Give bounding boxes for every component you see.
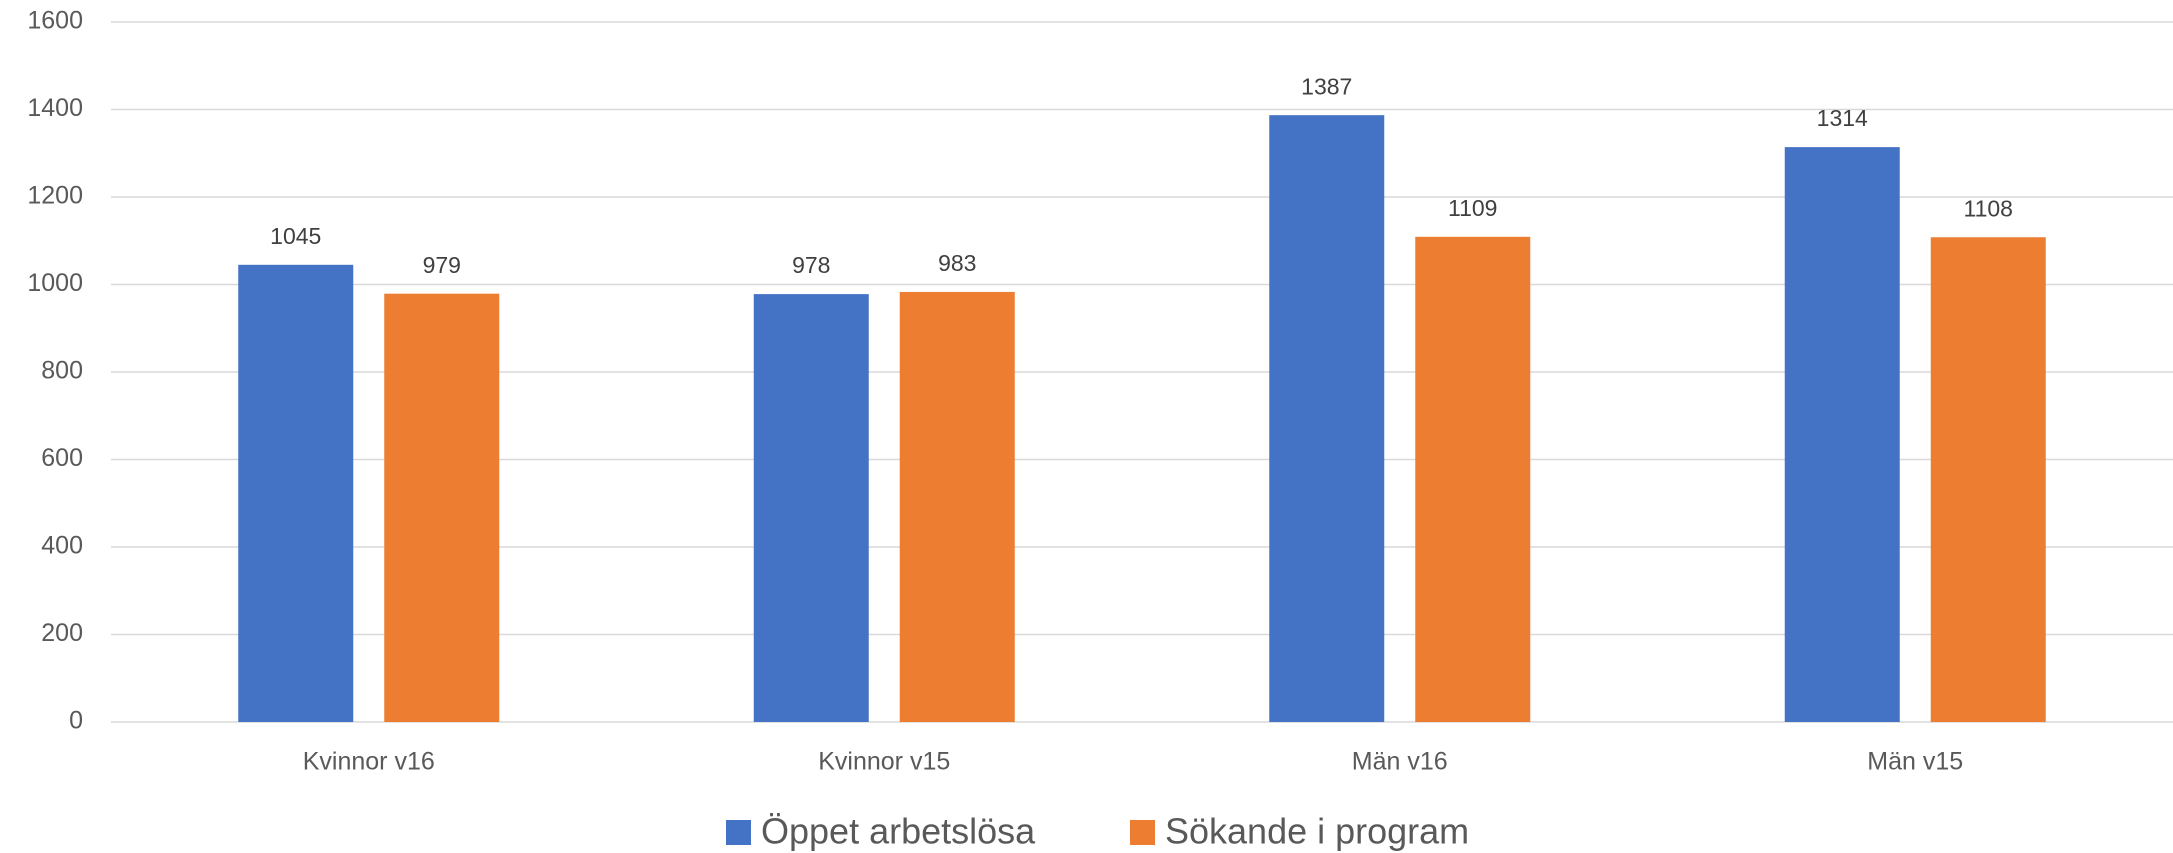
legend-swatch [1130, 820, 1155, 845]
x-tick-label: Kvinnor v15 [818, 748, 950, 776]
data-label: 1314 [1817, 105, 1868, 131]
y-tick-label: 1400 [27, 94, 83, 122]
y-tick-label: 600 [41, 444, 83, 472]
y-tick-label: 1200 [27, 182, 83, 210]
data-label: 983 [938, 250, 976, 276]
bar [1415, 236, 1531, 722]
y-tick-label: 0 [69, 707, 83, 735]
bar [899, 291, 1015, 722]
data-label: 1387 [1301, 73, 1352, 99]
data-label: 1108 [1964, 195, 2013, 221]
legend-label: Öppet arbetslösa [761, 811, 1036, 852]
bar [1269, 115, 1385, 722]
x-tick-label: Män v15 [1867, 748, 1963, 776]
legend-label: Sökande i program [1165, 811, 1469, 852]
data-label: 1045 [270, 223, 321, 249]
y-tick-label: 400 [41, 532, 83, 560]
legend-swatch [726, 820, 751, 845]
x-tick-label: Kvinnor v16 [303, 748, 435, 776]
bar [384, 293, 500, 722]
data-label: 1109 [1448, 195, 1497, 221]
data-label: 978 [792, 252, 830, 278]
x-tick-label: Män v16 [1352, 748, 1448, 776]
y-tick-label: 1600 [27, 7, 83, 35]
bar [753, 294, 869, 722]
bar [1930, 237, 2046, 722]
bar [238, 264, 354, 722]
y-tick-label: 800 [41, 357, 83, 385]
y-tick-label: 200 [41, 619, 83, 647]
bar [1784, 147, 1900, 722]
y-tick-label: 1000 [27, 269, 83, 297]
data-label: 979 [423, 252, 461, 278]
